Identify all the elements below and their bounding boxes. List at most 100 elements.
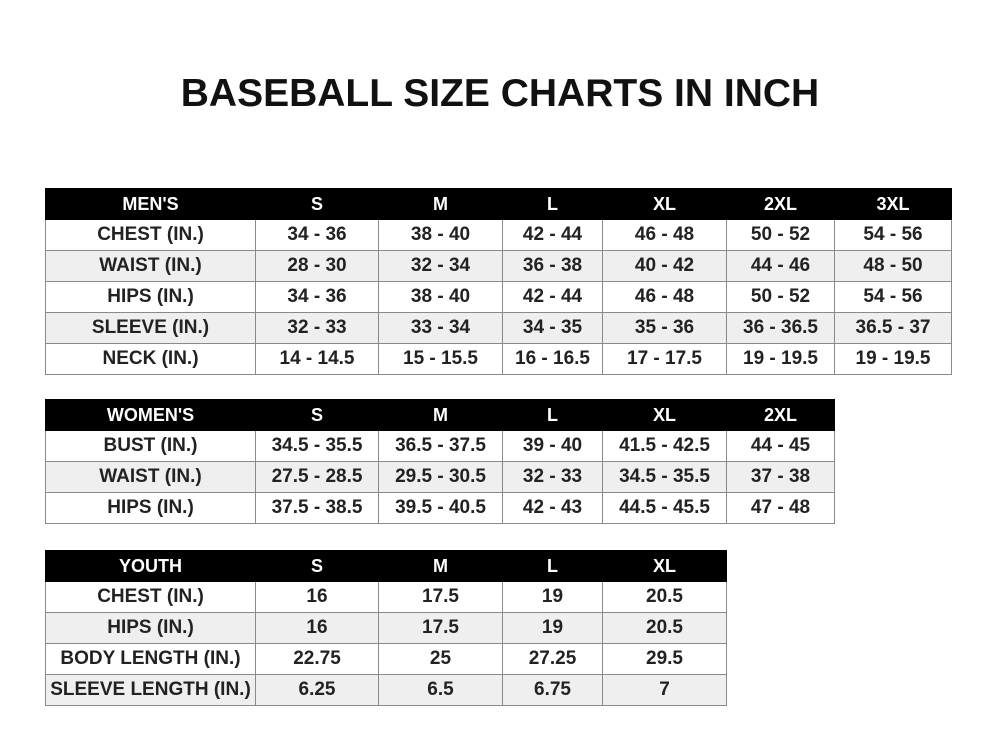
size-header: XL: [602, 550, 727, 582]
page-title: BASEBALL SIZE CHARTS IN INCH: [180, 72, 820, 115]
category-header: WOMEN'S: [45, 399, 256, 431]
size-value: 6.75: [502, 674, 603, 706]
size-header: 2XL: [726, 399, 835, 431]
table-row: WAIST (IN.) 28 - 30 32 - 34 36 - 38 40 - 42 4…: [45, 250, 952, 282]
size-value: 39 - 40: [502, 430, 603, 462]
size-value: 29.5: [602, 643, 727, 675]
size-value: 29.5 - 30.5: [378, 461, 503, 493]
size-value: 54 - 56: [834, 219, 952, 251]
size-value: 34 - 36: [255, 281, 379, 313]
size-value: 35 - 36: [602, 312, 727, 344]
table-row: HIPS (IN.) 16 17.5 19 20.5: [45, 612, 727, 644]
size-value: 34.5 - 35.5: [255, 430, 379, 462]
size-header: M: [378, 399, 503, 431]
size-value: 54 - 56: [834, 281, 952, 313]
size-value: 32 - 33: [502, 461, 603, 493]
size-value: 32 - 34: [378, 250, 503, 282]
category-header: YOUTH: [45, 550, 256, 582]
measurement-label: CHEST (IN.): [45, 219, 256, 251]
size-value: 17.5: [378, 612, 503, 644]
table-row: CHEST (IN.) 34 - 36 38 - 40 42 - 44 46 - 48 5…: [45, 219, 952, 251]
header-row: WOMEN'S S M L XL 2XL: [45, 399, 835, 431]
size-value: 34 - 35: [502, 312, 603, 344]
size-header: M: [378, 550, 503, 582]
size-value: 32 - 33: [255, 312, 379, 344]
size-value: 16: [255, 581, 379, 613]
size-value: 27.25: [502, 643, 603, 675]
table-row: BUST (IN.) 34.5 - 35.5 36.5 - 37.5 39 - 40 4…: [45, 430, 835, 462]
size-value: 17.5: [378, 581, 503, 613]
size-value: 27.5 - 28.5: [255, 461, 379, 493]
size-header: L: [502, 188, 603, 220]
size-value: 19: [502, 612, 603, 644]
size-header: M: [378, 188, 503, 220]
size-header: XL: [602, 188, 727, 220]
size-value: 20.5: [602, 612, 727, 644]
size-value: 15 - 15.5: [378, 343, 503, 375]
size-value: 16: [255, 612, 379, 644]
table-row: HIPS (IN.) 37.5 - 38.5 39.5 - 40.5 42 - 43 4…: [45, 492, 835, 524]
size-header: XL: [602, 399, 727, 431]
size-value: 41.5 - 42.5: [602, 430, 727, 462]
category-header: MEN'S: [45, 188, 256, 220]
table-row: HIPS (IN.) 34 - 36 38 - 40 42 - 44 46 - 48 50…: [45, 281, 952, 313]
header-row: MEN'S S M L XL 2XL 3XL: [45, 188, 952, 220]
size-value: 34.5 - 35.5: [602, 461, 727, 493]
size-value: 44 - 46: [726, 250, 835, 282]
size-value: 16 - 16.5: [502, 343, 603, 375]
youth-size-table: YOUTH S M L XL CHEST (IN.) 16 17.5 19 20.5 HIPS (I…: [45, 550, 727, 706]
size-header: S: [255, 399, 379, 431]
size-header: L: [502, 399, 603, 431]
size-value: 36.5 - 37: [834, 312, 952, 344]
size-value: 38 - 40: [378, 219, 503, 251]
size-value: 44 - 45: [726, 430, 835, 462]
size-value: 28 - 30: [255, 250, 379, 282]
measurement-label: SLEEVE LENGTH (IN.): [45, 674, 256, 706]
size-value: 19: [502, 581, 603, 613]
size-value: 36 - 38: [502, 250, 603, 282]
size-value: 37 - 38: [726, 461, 835, 493]
size-value: 46 - 48: [602, 219, 727, 251]
size-value: 46 - 48: [602, 281, 727, 313]
measurement-label: BODY LENGTH (IN.): [45, 643, 256, 675]
size-value: 42 - 44: [502, 281, 603, 313]
table-row: SLEEVE (IN.) 32 - 33 33 - 34 34 - 35 35 - 36…: [45, 312, 952, 344]
size-value: 36 - 36.5: [726, 312, 835, 344]
size-value: 6.25: [255, 674, 379, 706]
measurement-label: BUST (IN.): [45, 430, 256, 462]
size-value: 25: [378, 643, 503, 675]
size-value: 36.5 - 37.5: [378, 430, 503, 462]
size-value: 37.5 - 38.5: [255, 492, 379, 524]
measurement-label: WAIST (IN.): [45, 250, 256, 282]
measurement-label: CHEST (IN.): [45, 581, 256, 613]
table-row: BODY LENGTH (IN.) 22.75 25 27.25 29.5: [45, 643, 727, 675]
table-row: NECK (IN.) 14 - 14.5 15 - 15.5 16 - 16.5 17 …: [45, 343, 952, 375]
size-value: 47 - 48: [726, 492, 835, 524]
size-value: 34 - 36: [255, 219, 379, 251]
size-value: 42 - 43: [502, 492, 603, 524]
size-value: 7: [602, 674, 727, 706]
size-value: 14 - 14.5: [255, 343, 379, 375]
size-value: 50 - 52: [726, 219, 835, 251]
size-value: 20.5: [602, 581, 727, 613]
mens-size-table: MEN'S S M L XL 2XL 3XL CHEST (IN.) 34 - 36 38 - 4…: [45, 188, 952, 375]
size-value: 40 - 42: [602, 250, 727, 282]
size-value: 50 - 52: [726, 281, 835, 313]
size-header: S: [255, 550, 379, 582]
size-value: 42 - 44: [502, 219, 603, 251]
table-row: CHEST (IN.) 16 17.5 19 20.5: [45, 581, 727, 613]
size-header: 3XL: [834, 188, 952, 220]
size-value: 17 - 17.5: [602, 343, 727, 375]
size-header: 2XL: [726, 188, 835, 220]
measurement-label: HIPS (IN.): [45, 612, 256, 644]
size-value: 33 - 34: [378, 312, 503, 344]
size-value: 39.5 - 40.5: [378, 492, 503, 524]
size-header: S: [255, 188, 379, 220]
table-row: SLEEVE LENGTH (IN.) 6.25 6.5 6.75 7: [45, 674, 727, 706]
size-value: 19 - 19.5: [834, 343, 952, 375]
measurement-label: NECK (IN.): [45, 343, 256, 375]
size-value: 44.5 - 45.5: [602, 492, 727, 524]
size-value: 48 - 50: [834, 250, 952, 282]
size-value: 22.75: [255, 643, 379, 675]
measurement-label: HIPS (IN.): [45, 492, 256, 524]
